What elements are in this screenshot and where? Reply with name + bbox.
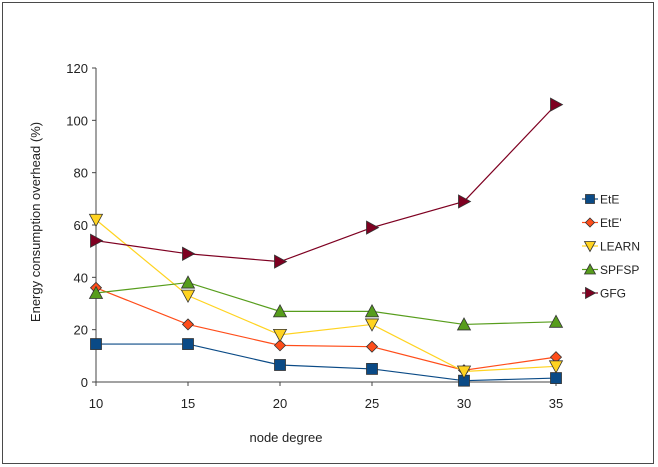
legend-item: EtE: [582, 193, 619, 207]
series-line: [96, 343, 557, 382]
data-point: [90, 338, 102, 350]
data-point: [182, 246, 196, 261]
series-spfsp: [88, 275, 564, 331]
x-tick-label: 20: [273, 396, 287, 411]
legend-item: SPFSP: [582, 263, 639, 277]
y-tick-label: 80: [74, 166, 88, 181]
data-point: [272, 328, 288, 343]
y-tick-label: 60: [74, 218, 88, 233]
series-line: [95, 281, 557, 326]
data-point: [272, 304, 288, 318]
series-line: [95, 219, 557, 373]
data-point: [88, 285, 104, 299]
y-tick-label: 40: [74, 270, 88, 285]
y-tick-label: 120: [66, 61, 88, 76]
series-line: [95, 104, 557, 263]
legend-marker: [585, 286, 597, 300]
data-point: [550, 97, 564, 112]
y-tick-label: 100: [66, 113, 88, 128]
data-point: [456, 317, 472, 331]
legend-label: EtE': [600, 216, 622, 230]
data-point: [365, 340, 379, 353]
data-point: [88, 213, 104, 228]
data-point: [182, 338, 194, 350]
x-tick-label: 35: [549, 396, 563, 411]
data-point: [364, 304, 380, 318]
data-point: [550, 372, 562, 384]
y-axis-label: Energy consumption overhead (%): [28, 122, 43, 322]
data-point: [548, 314, 564, 328]
data-point: [456, 365, 472, 379]
data-point: [364, 318, 380, 332]
x-axis-label: node degree: [249, 430, 322, 445]
series-line: [95, 287, 557, 371]
series-ete: [90, 338, 562, 387]
legend-marker: [583, 241, 597, 253]
series-gfg: [90, 97, 564, 269]
x-tick-label: 15: [181, 396, 195, 411]
data-point: [366, 220, 380, 235]
series-layer: [88, 97, 564, 387]
data-point: [458, 194, 472, 209]
data-point: [181, 318, 195, 331]
x-tick-label: 30: [457, 396, 471, 411]
x-tick-label: 25: [365, 396, 379, 411]
legend-label: EtE: [600, 193, 619, 207]
legend-item: EtE': [582, 216, 622, 230]
data-point: [274, 254, 288, 269]
legend-marker: [583, 263, 597, 275]
legend-label: LEARN: [600, 240, 640, 254]
data-point: [274, 359, 286, 371]
data-point: [273, 339, 287, 352]
data-point: [366, 363, 378, 375]
data-point: [548, 360, 564, 374]
legend: EtE EtE' LEARN SPFSP GFG: [582, 193, 640, 301]
legend-item: GFG: [582, 287, 626, 301]
data-point: [90, 233, 104, 248]
legend-item: LEARN: [582, 240, 640, 254]
series-ete: [89, 281, 563, 377]
data-point: [180, 275, 196, 289]
series-learn: [88, 213, 564, 379]
y-tick-label: 20: [74, 323, 88, 338]
data-point: [180, 289, 196, 303]
y-tick-label: 0: [81, 375, 88, 390]
legend-marker: [584, 217, 596, 228]
legend-label: GFG: [600, 287, 626, 301]
legend-marker: [585, 194, 595, 204]
axes: 0 20 40 60 80 100 120 10 15 20 25 30 35: [66, 61, 563, 411]
legend-label: SPFSP: [600, 263, 639, 277]
x-tick-label: 10: [89, 396, 103, 411]
